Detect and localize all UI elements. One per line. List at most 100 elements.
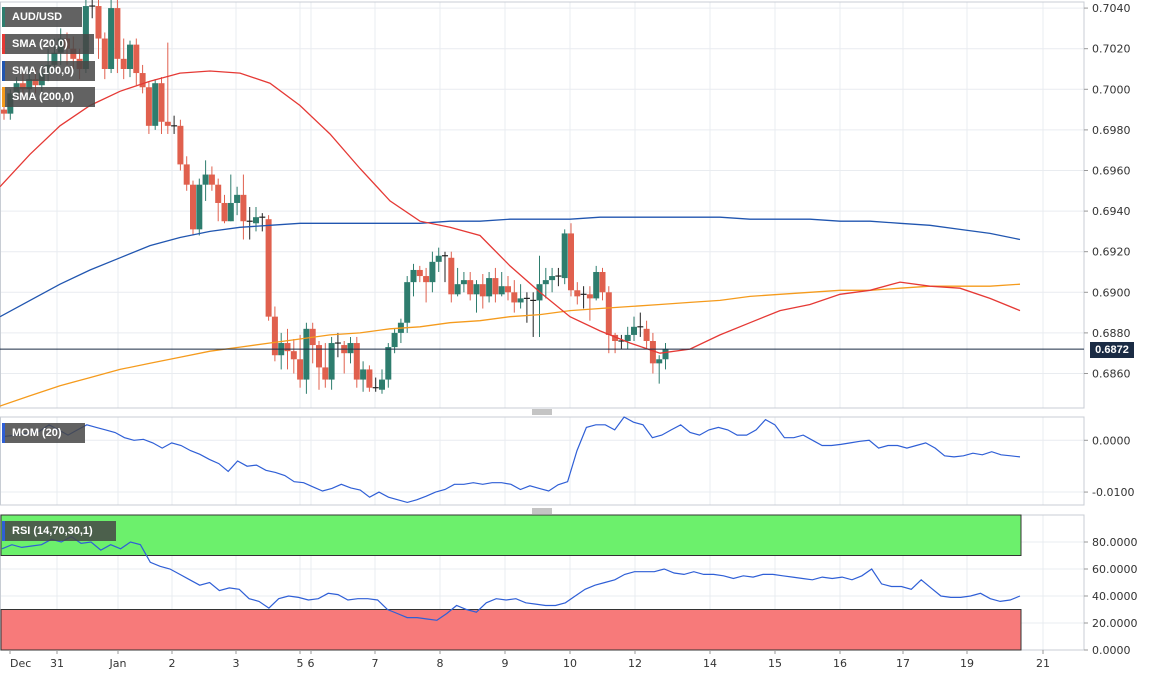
x-tick-label: 31 xyxy=(50,657,64,670)
momentum-panel xyxy=(1,416,1021,504)
x-tick-label: 16 xyxy=(833,657,847,670)
candle-down xyxy=(145,87,152,126)
candle-up xyxy=(593,271,600,299)
sma100-line xyxy=(0,216,1021,318)
x-tick-label: 19 xyxy=(960,657,974,670)
panel-border xyxy=(0,416,1085,506)
sma20-line xyxy=(0,70,1021,354)
legend-rsi[interactable]: RSI (14,70,30,1) xyxy=(2,521,116,541)
x-tick-label: 7 xyxy=(372,657,379,670)
candle-down xyxy=(120,58,127,69)
legend-mom[interactable]: MOM (20) xyxy=(2,423,85,443)
x-tick-label: 9 xyxy=(502,657,509,670)
candle-up xyxy=(561,233,568,279)
x-tick-label: Dec xyxy=(10,657,31,670)
candle-down xyxy=(416,269,423,277)
price-tick-label: 0.6900 xyxy=(1092,286,1131,299)
candle-down xyxy=(649,341,656,364)
candle-down xyxy=(322,367,329,380)
sma100-swatch xyxy=(2,61,5,81)
candle-down xyxy=(95,6,102,39)
candle-down xyxy=(215,184,222,203)
price-tick-label: 0.7020 xyxy=(1092,43,1131,56)
x-tick-label: 8 xyxy=(437,657,444,670)
candle-up xyxy=(202,174,209,185)
x-tick-label: 21 xyxy=(1036,657,1050,670)
rsi-line xyxy=(1,535,1021,621)
candle-up xyxy=(328,343,335,380)
candle-down xyxy=(221,202,228,222)
price-tick-label: 0.7000 xyxy=(1092,83,1131,96)
legend-sma20[interactable]: SMA (20,0) xyxy=(2,34,94,54)
sma200-swatch xyxy=(2,87,5,107)
candle-down xyxy=(467,280,474,295)
candle-down xyxy=(290,351,297,360)
x-tick-label: Jan xyxy=(109,657,127,670)
mom-swatch xyxy=(2,423,5,443)
candle-up xyxy=(227,202,234,222)
candle-down xyxy=(511,292,518,303)
candle-up xyxy=(429,261,436,283)
x-tick-label: 2 xyxy=(169,657,176,670)
rsi-panel xyxy=(0,514,1022,651)
candle-up xyxy=(542,280,549,285)
candle-down xyxy=(586,294,593,299)
price-tick-label: 0.6860 xyxy=(1092,367,1131,380)
legend-sma20-label: SMA (20,0) xyxy=(12,38,68,50)
x-tick-label: 15 xyxy=(768,657,782,670)
legend-rsi-label: RSI (14,70,30,1) xyxy=(12,525,93,537)
candle-up xyxy=(391,332,398,348)
legend-instrument-label: AUD/USD xyxy=(12,11,63,23)
candle-up xyxy=(631,326,637,335)
candle-down xyxy=(265,219,272,317)
current-price-tag: 0.6872 xyxy=(1090,342,1134,358)
price-tick-label: 0.6980 xyxy=(1092,124,1131,137)
candle-down xyxy=(164,121,171,126)
legend-sma100-label: SMA (100,0) xyxy=(12,65,74,77)
x-tick-label: 12 xyxy=(628,657,642,670)
candle-down xyxy=(32,79,39,86)
candle-up xyxy=(435,255,442,262)
candle-down xyxy=(574,290,581,297)
candle-up xyxy=(234,194,241,203)
price-tick-label: 0.6920 xyxy=(1092,246,1131,259)
legend-sma200-label: SMA (200,0) xyxy=(12,91,74,103)
rsi-tick-label: 80.0000 xyxy=(1092,536,1138,549)
candle-up xyxy=(360,369,367,380)
candle-up xyxy=(152,83,159,126)
candle-up xyxy=(410,269,417,283)
candle-up xyxy=(51,52,58,65)
candle-down xyxy=(492,278,499,295)
instrument-swatch xyxy=(2,7,5,27)
candle-down xyxy=(101,38,108,69)
rsi-swatch xyxy=(2,521,5,541)
legend-sma200[interactable]: SMA (200,0) xyxy=(2,87,95,107)
candle-up xyxy=(26,79,33,90)
candle-down xyxy=(190,184,196,230)
candle-down xyxy=(353,343,360,380)
x-tick-label: 14 xyxy=(703,657,717,670)
mom-line xyxy=(1,416,1021,504)
candle-up xyxy=(127,44,133,69)
legend-mom-label: MOM (20) xyxy=(12,427,62,439)
candle-up xyxy=(549,276,556,281)
candle-up xyxy=(253,217,259,224)
candle-up xyxy=(662,349,669,360)
candle-up xyxy=(347,343,354,354)
candle-up xyxy=(460,280,467,285)
rsi-tick-label: 0.0000 xyxy=(1092,644,1131,657)
legend-sma100[interactable]: SMA (100,0) xyxy=(2,61,95,81)
candle-down xyxy=(158,83,165,122)
candle-up xyxy=(196,184,203,230)
candle-down xyxy=(208,174,215,185)
candle-down xyxy=(366,369,373,388)
candle-up xyxy=(385,347,392,380)
candle-down xyxy=(1,109,7,114)
candle-down xyxy=(423,276,430,283)
candle-down xyxy=(612,334,619,342)
candle-down xyxy=(297,359,304,380)
mom-tick-label: -0.0100 xyxy=(1092,486,1134,499)
candle-up xyxy=(303,328,310,380)
legend-instrument[interactable]: AUD/USD xyxy=(2,7,82,27)
panel-border xyxy=(0,1,1085,409)
